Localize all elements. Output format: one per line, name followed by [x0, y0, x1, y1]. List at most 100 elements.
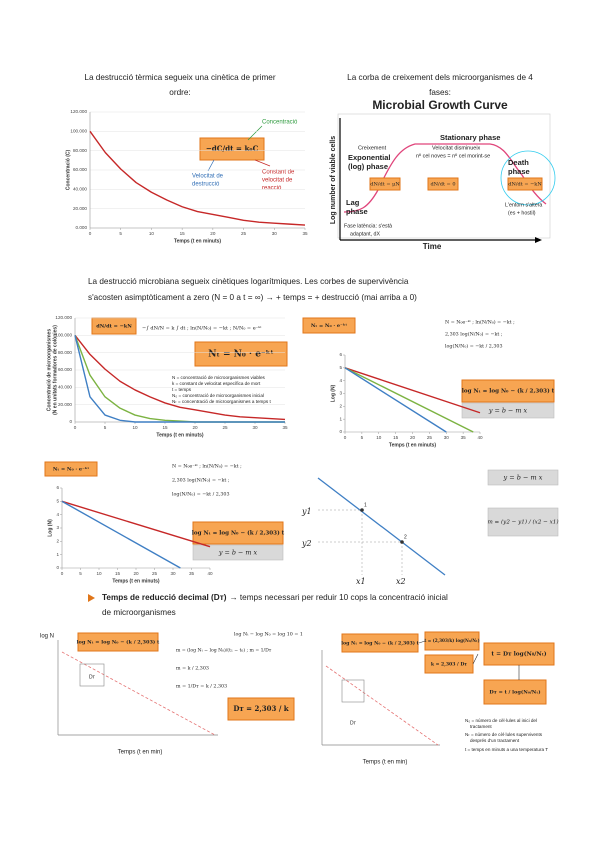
phase-label: Death: [508, 158, 529, 167]
formula: Nₜ = N₀ · e⁻ᵏᵗ: [208, 350, 273, 360]
x-tick-label: 25: [152, 571, 158, 576]
formula: Dᴛ = t / log(N₀/Nₜ): [489, 689, 540, 696]
series-line: [74, 334, 286, 421]
formula: m = (log Nₜ − log N₀)/(t₁ − t₀) ; m = 1/…: [176, 647, 272, 654]
bullet-icon: [88, 594, 95, 602]
phase-label: Stationary phase: [440, 133, 500, 142]
x-tick-label: 0: [61, 571, 64, 576]
dt-label: Dᴛ: [89, 674, 96, 680]
y-tick-label: 100.000: [70, 129, 87, 134]
formula: m = k / 2,303: [176, 666, 209, 672]
y-tick-label: 80.000: [73, 148, 87, 153]
x-tick-label: 20: [210, 231, 216, 236]
x-tick-label: 5: [79, 571, 82, 576]
phase-label: Lag: [346, 198, 360, 207]
y-tick-label: 40.000: [58, 385, 72, 390]
formula-box: [194, 341, 288, 367]
phase-note: adaptant, dX: [350, 231, 381, 237]
formula: Nₜ = N₀ · e⁻ᵏᵗ: [311, 323, 348, 329]
dt-box: [79, 663, 105, 687]
x-tick-label: 15: [115, 571, 121, 576]
y-tick-label: 4: [339, 378, 342, 383]
formula-box: [302, 317, 356, 334]
axis-label: x2: [396, 577, 406, 586]
formula: log Nₜ = log N₀ − (k / 2,303) t: [77, 639, 160, 646]
formula: y = b − m x: [218, 549, 258, 557]
axis-label: y2: [301, 539, 312, 548]
bullet-bold: Temps de reducció decimal (Dᴛ): [102, 593, 227, 602]
x-tick-label: 25: [427, 435, 433, 440]
formula: −∫ dN/N = k ∫ dt ; ln(N/N₀) = −kt ; N/N₀…: [142, 325, 262, 332]
decay-line: [325, 665, 439, 746]
legend-line: N₀ = concentració de microorganismes ini…: [172, 393, 264, 398]
legend-line: tractament: [470, 724, 492, 729]
y-axis-label: Log (N): [47, 519, 53, 537]
axis-label: x1: [356, 577, 366, 586]
x-tick-label: 20: [410, 435, 416, 440]
x-axis-label: Temps (t en minuts): [112, 578, 159, 584]
formula-box: [77, 632, 159, 652]
legend-line: N₀ = número de cèl·lules al inici del: [465, 718, 537, 723]
annotation: Concentració: [262, 120, 298, 126]
annotation: Constant de: [262, 170, 295, 176]
formula: t = (2,303/k) log(N₀/Nₜ): [424, 638, 479, 643]
point-label: 1: [364, 502, 367, 508]
annotation-arrow: [247, 125, 263, 141]
phase-label: Exponential: [348, 153, 391, 162]
y-tick-label: 3: [56, 525, 59, 530]
annotation: Velocitat de: [192, 174, 224, 180]
annotation: destrucció: [192, 182, 220, 188]
linear-box: [487, 507, 559, 537]
y-axis-label: Log (N): [330, 384, 336, 402]
formula: log(N/N₀) = −kt / 2,303: [445, 343, 503, 350]
formula: m = (y2 − y1) / (x2 − x1): [487, 519, 558, 526]
linear-box: [192, 544, 284, 561]
axis-label: Temps (t en min): [118, 750, 163, 756]
x-tick-label: 5: [119, 231, 122, 236]
phase-note: (es + hostil): [508, 210, 536, 216]
x-tick-label: 15: [162, 425, 168, 430]
x-axis-label: Temps (t en minuts): [156, 432, 203, 438]
formula-box: [427, 177, 459, 191]
x-axis-label: Temps (t en minuts): [174, 238, 221, 244]
bullet-text: Temps de reducció decimal (Dᴛ) → temps ne…: [102, 593, 448, 602]
y-tick-label: 80.000: [58, 350, 72, 355]
formula: dN/dt = μN: [370, 182, 400, 188]
series-line: [344, 367, 474, 433]
formula: y = b − m x: [503, 474, 543, 482]
linear-box: [487, 469, 559, 486]
y-tick-label: 20.000: [58, 402, 72, 407]
y-axis-label: Concentració de microorganismes: [46, 329, 52, 411]
y-tick-label: 120.000: [55, 315, 72, 320]
growth-xlabel: Time: [423, 242, 442, 251]
phase-note: Creixement: [358, 145, 387, 151]
x-tick-label: 35: [282, 425, 288, 430]
formula-box: [227, 697, 295, 721]
intro-left: ordre:: [169, 88, 190, 97]
x-tick-label: 40: [477, 435, 483, 440]
dt-box: [341, 679, 365, 703]
y-tick-label: 20.000: [73, 206, 87, 211]
formula: log Nₜ = log N₀ − (k / 2,303) t: [462, 388, 555, 395]
axis-label: log N: [40, 634, 54, 640]
formula-box: [461, 379, 555, 403]
y-tick-label: 60.000: [58, 367, 72, 372]
formula-box: [199, 137, 265, 161]
y-axis-label: (N en unitats formadores de colònies): [52, 325, 58, 415]
paragraph: s'acosten asimptòticament a zero (N = 0 …: [88, 293, 417, 302]
legend-line: t = temps: [172, 387, 192, 392]
x-tick-label: 40: [207, 571, 213, 576]
formula: N = N₀e⁻ᵏᵗ ; ln(N/N₀) = −kt ;: [172, 463, 242, 470]
x-tick-label: 10: [132, 425, 138, 430]
formula: dN/dt = −kN: [508, 182, 542, 188]
formula: log Nₜ − log N₀ = log 10 = 1: [234, 632, 303, 638]
y-axis-label: Concentració (C): [65, 150, 71, 191]
linear-box: [461, 402, 555, 419]
growth-ylabel: Log number of viable cells: [330, 136, 337, 224]
legend-line: k = constant de velocitat específica de …: [172, 381, 261, 386]
formula: t = Dᴛ log(N₀/Nₜ): [491, 651, 546, 658]
formula: dN/dt = 0: [430, 182, 455, 188]
growth-frame: [337, 113, 551, 239]
formula-box: [44, 461, 98, 477]
